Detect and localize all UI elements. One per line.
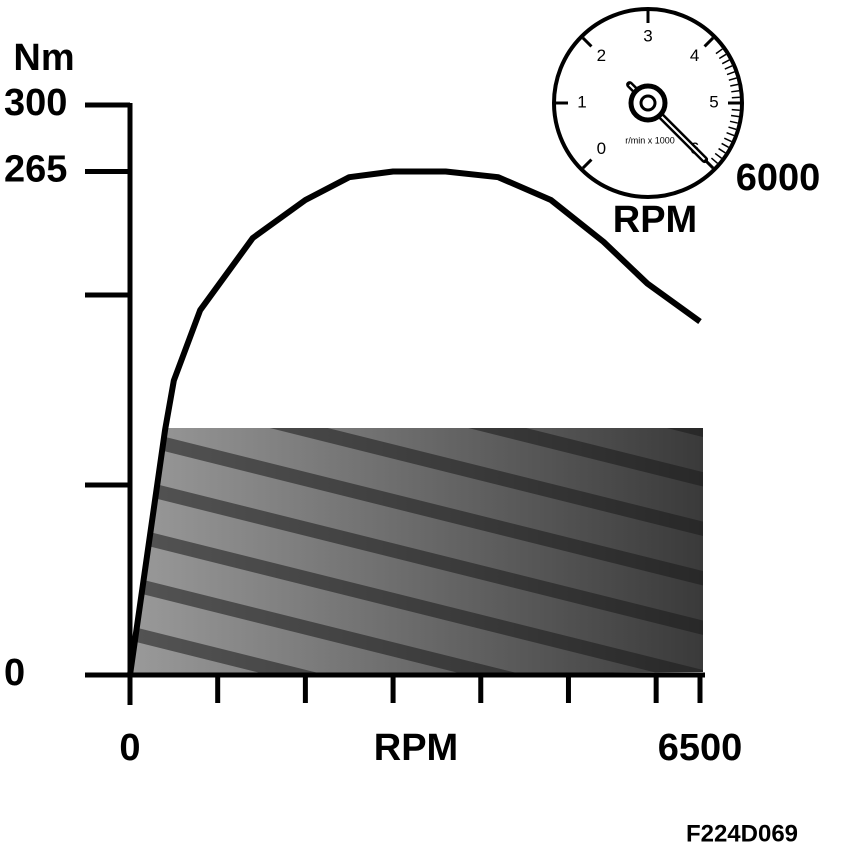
caption: F224D069: [686, 820, 798, 847]
gauge-hash: [732, 97, 740, 98]
gauge-hub-center: [641, 96, 655, 110]
gauge-value-label: 6000: [736, 157, 821, 199]
gauge-unit: r/min x 1000: [625, 135, 675, 145]
gauge-tick-label: 2: [597, 46, 606, 65]
gauge-tick-label: 1: [577, 92, 586, 111]
y-tick-label: 0: [4, 652, 25, 694]
engine-image-texture: [130, 428, 703, 675]
gauge-title: RPM: [613, 199, 697, 241]
tachometer: 0123456r/min x 1000: [554, 9, 742, 197]
y-tick-label: 265: [4, 149, 67, 191]
gauge-tick-label: 3: [643, 26, 652, 45]
gauge-tick-label: 5: [709, 92, 718, 111]
gauge-hash: [731, 91, 739, 92]
gauge-tick-label: 4: [690, 46, 699, 65]
y-tick-label: 300: [4, 82, 67, 124]
gauge-tick-label: 0: [597, 139, 606, 158]
x-tick-label: 6500: [658, 727, 743, 769]
gauge-hash: [732, 110, 740, 111]
x-axis-title: RPM: [374, 727, 458, 769]
y-axis-title: Nm: [13, 37, 74, 79]
x-tick-label: 0: [119, 727, 140, 769]
